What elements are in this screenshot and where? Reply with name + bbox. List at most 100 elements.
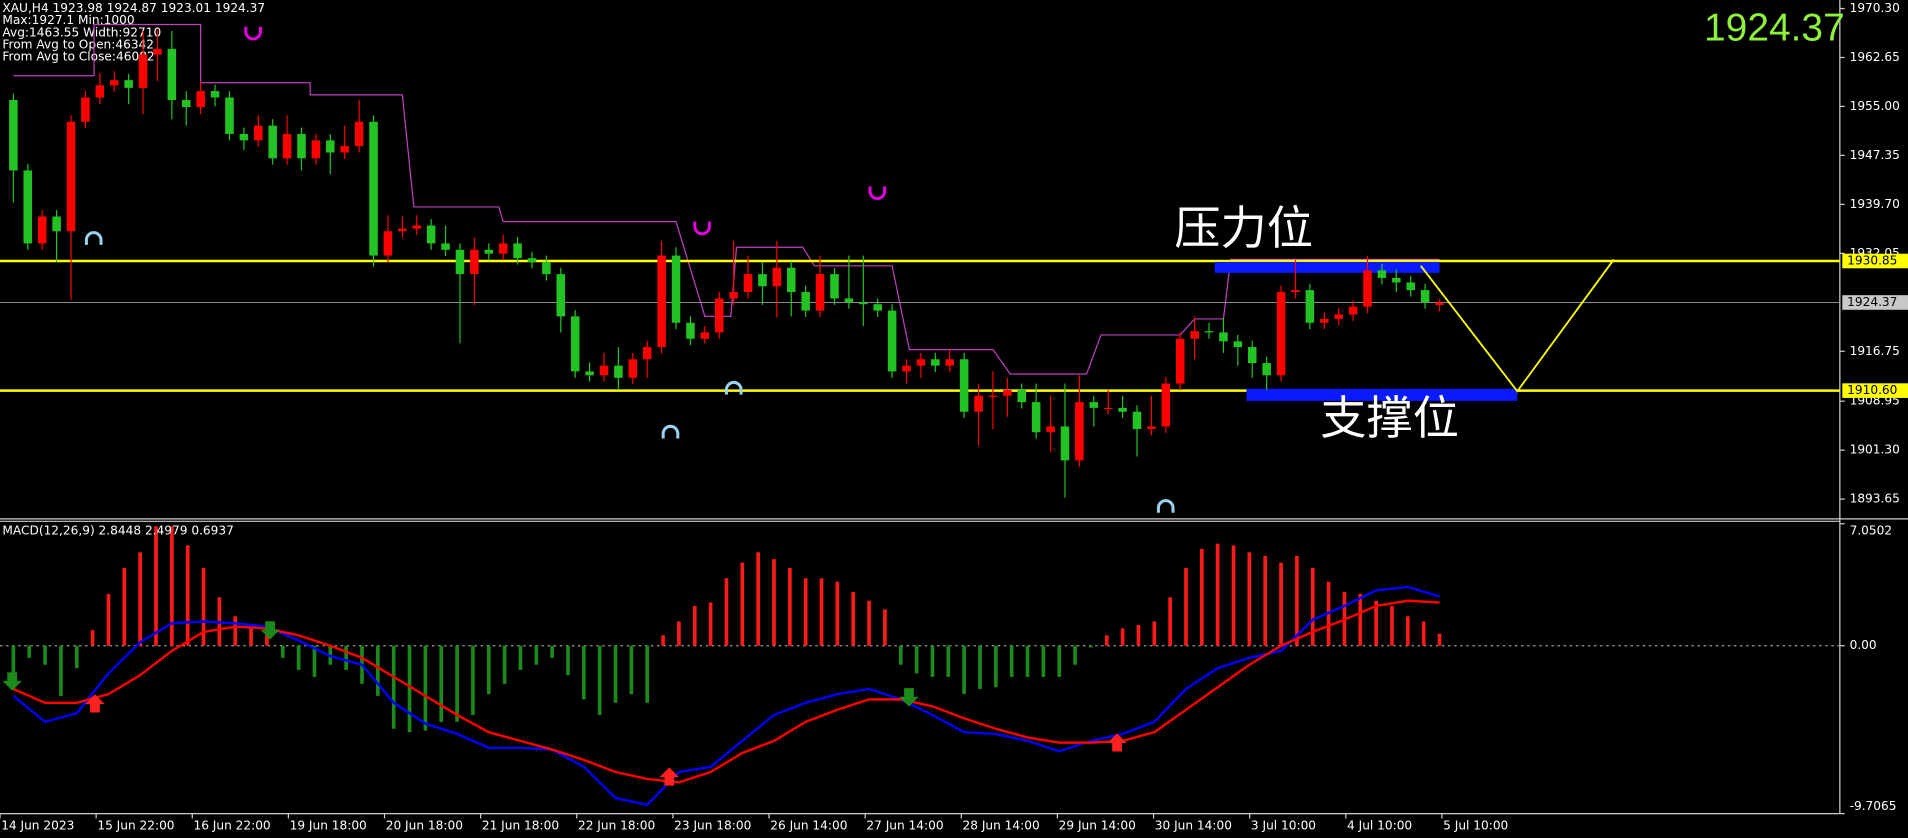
histogram-bar bbox=[962, 645, 966, 695]
y-tick-label: 1947.35 bbox=[1850, 148, 1900, 162]
sell-arrow bbox=[260, 621, 280, 640]
histogram-bar bbox=[11, 645, 16, 689]
fractal-down bbox=[1156, 499, 1175, 513]
candle-body bbox=[873, 304, 882, 311]
candle-body bbox=[138, 54, 148, 88]
histogram-bar bbox=[645, 645, 650, 703]
candle-body bbox=[37, 216, 47, 244]
candle-body bbox=[657, 255, 666, 348]
candle-body bbox=[714, 298, 724, 333]
fractal-down bbox=[84, 231, 103, 245]
x-tick-label: 5 Jul 10:00 bbox=[1443, 818, 1508, 832]
histogram-bar bbox=[280, 645, 285, 658]
candle-body bbox=[945, 359, 954, 366]
buy-arrow bbox=[85, 694, 105, 713]
info-text: Avg:1463.55 Width:92710 bbox=[2, 25, 161, 39]
candle-body bbox=[95, 85, 105, 98]
candle-body bbox=[1392, 277, 1401, 283]
candle-body bbox=[844, 298, 854, 303]
histogram-bar bbox=[407, 645, 412, 733]
x-tick-label: 20 Jun 18:00 bbox=[386, 818, 463, 832]
candle-body bbox=[1305, 290, 1315, 323]
histogram-bar bbox=[819, 578, 824, 646]
histogram-bar bbox=[265, 631, 269, 646]
candle-body bbox=[801, 292, 810, 311]
candle-body bbox=[859, 302, 868, 305]
x-tick-label: 21 Jun 18:00 bbox=[482, 818, 559, 832]
histogram-bar bbox=[471, 645, 475, 715]
histogram-bar bbox=[1089, 645, 1093, 648]
fractal-up bbox=[693, 221, 711, 236]
histogram-bar bbox=[1406, 616, 1410, 646]
candle-body bbox=[1233, 341, 1243, 348]
candle-body bbox=[887, 310, 897, 372]
candle-body bbox=[758, 274, 767, 287]
candle-body bbox=[959, 359, 969, 412]
histogram-bar bbox=[883, 609, 887, 646]
histogram-bar bbox=[756, 552, 760, 646]
candle-body bbox=[1291, 290, 1300, 293]
candle-body bbox=[1175, 338, 1185, 384]
candle-body bbox=[210, 91, 220, 98]
macd-line bbox=[12, 599, 1440, 784]
histogram-bar bbox=[1025, 645, 1030, 677]
histogram-bar bbox=[1200, 548, 1204, 646]
candle-body bbox=[642, 347, 652, 360]
candle-body bbox=[916, 359, 926, 366]
histogram-bar bbox=[138, 552, 142, 646]
candle-body bbox=[1060, 426, 1070, 461]
candle-body bbox=[426, 225, 436, 244]
candle-body bbox=[470, 249, 479, 275]
sell-arrow bbox=[2, 672, 22, 691]
histogram-bar bbox=[1263, 555, 1268, 646]
candle-body bbox=[254, 125, 263, 141]
histogram-bar bbox=[1136, 624, 1141, 646]
histogram-bar bbox=[708, 602, 713, 646]
y-tick-label: 1893.65 bbox=[1850, 492, 1900, 506]
support-annotation: 支撑位 bbox=[1320, 391, 1459, 445]
x-tick-label: 3 Jul 10:00 bbox=[1251, 818, 1316, 832]
candle-body bbox=[383, 231, 393, 256]
price-label: 1924.37 bbox=[1847, 295, 1897, 309]
candle-body bbox=[1348, 306, 1358, 315]
candle-body bbox=[902, 365, 911, 372]
candle-body bbox=[1075, 402, 1084, 461]
histogram-bar bbox=[106, 593, 111, 646]
histogram-bar bbox=[486, 645, 491, 695]
y2-tick-label: -9.7065 bbox=[1850, 799, 1897, 813]
histogram-bar bbox=[582, 645, 586, 700]
candle-body bbox=[1118, 407, 1127, 412]
candle-body bbox=[181, 100, 191, 108]
candle-body bbox=[1147, 426, 1156, 430]
histogram-bar bbox=[59, 645, 63, 696]
candle-body bbox=[1363, 270, 1372, 307]
candle-body bbox=[729, 292, 738, 299]
histogram-bar bbox=[376, 645, 380, 696]
zone bbox=[1246, 388, 1518, 401]
fractal-down bbox=[661, 424, 680, 439]
candle-body bbox=[585, 371, 594, 376]
x-tick-label: 26 Jun 14:00 bbox=[770, 818, 847, 832]
histogram-bar bbox=[835, 581, 840, 646]
candle-body bbox=[484, 249, 494, 254]
x-tick-label: 29 Jun 14:00 bbox=[1059, 818, 1136, 832]
candle-body bbox=[787, 267, 796, 293]
histogram-bar bbox=[122, 567, 127, 646]
histogram-bar bbox=[296, 645, 301, 670]
candle-body bbox=[513, 243, 522, 259]
histogram-bar bbox=[1152, 621, 1157, 646]
candle-body bbox=[167, 48, 177, 101]
candle-body bbox=[239, 133, 249, 141]
candle-body bbox=[268, 125, 277, 159]
histogram-bar bbox=[550, 645, 554, 658]
info-text: Max:1927.1 Min:1000 bbox=[2, 13, 134, 27]
candle-body bbox=[1031, 402, 1041, 433]
fractal-up bbox=[244, 26, 262, 41]
histogram-bar bbox=[534, 645, 539, 665]
candle-body bbox=[1334, 314, 1343, 319]
projection-line bbox=[1420, 258, 1615, 393]
candle-body bbox=[974, 395, 983, 412]
candle-body bbox=[81, 97, 90, 122]
